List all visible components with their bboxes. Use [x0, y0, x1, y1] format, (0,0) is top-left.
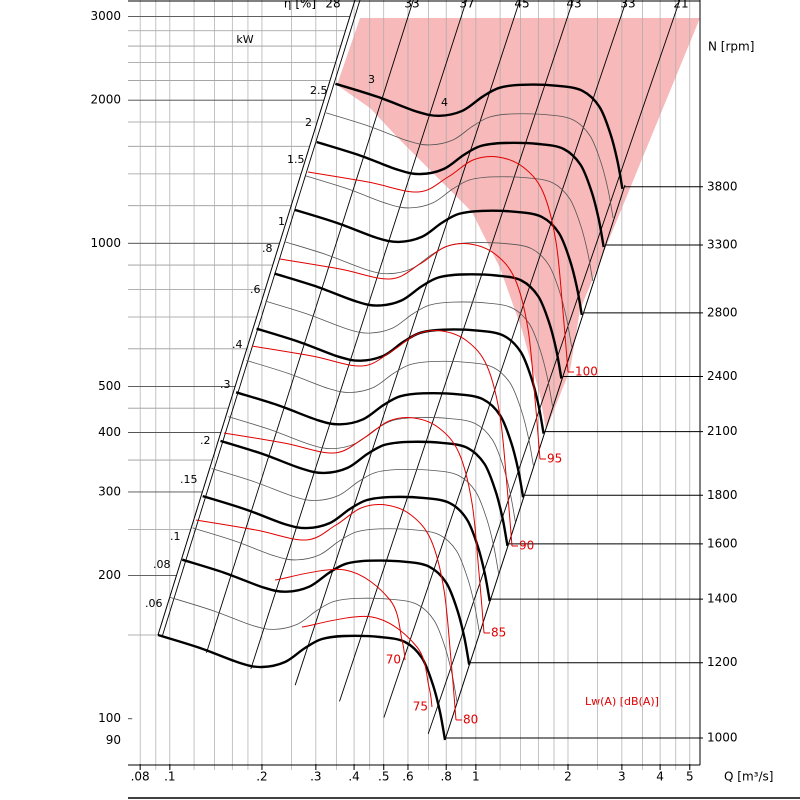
speed-label: 1400: [707, 592, 738, 606]
noise-curve: [251, 329, 513, 547]
power-unit: kW: [236, 33, 253, 46]
x-tick-label: 5: [686, 770, 694, 784]
speed-label: N [rpm]: [708, 40, 754, 54]
thin-curve: [246, 360, 534, 466]
x-tick-label: 1: [472, 770, 480, 784]
power-label: .8: [262, 242, 273, 255]
pressure-curve: [157, 633, 447, 741]
noise-value: 90: [519, 538, 534, 552]
y-tick-label: 200: [98, 568, 121, 582]
power-label: .06: [145, 597, 163, 610]
power-label: 2.5: [310, 84, 328, 97]
pressure-curve: [181, 558, 471, 665]
efficiency-line: [161, 0, 361, 637]
noise-value: 70: [386, 653, 401, 667]
noise-curve: [195, 503, 457, 721]
power-label: 2: [305, 116, 312, 129]
power-label: .15: [180, 473, 198, 486]
speed-label: 2100: [707, 424, 738, 438]
y-tick-label: 1000: [90, 236, 121, 250]
x-tick-label: .1: [164, 770, 175, 784]
power-label: .4: [232, 338, 243, 351]
x-tick-label: .3: [310, 770, 321, 784]
noise-curve: [307, 155, 569, 373]
noise-curve: [279, 242, 541, 460]
power-label: 3: [368, 73, 375, 86]
pressure-curve: [235, 391, 525, 498]
y-tick-label: 3000: [90, 9, 121, 23]
efficiency-line: [383, 0, 627, 718]
efficiency-label: 43: [566, 0, 581, 11]
noise-value: 100: [575, 365, 598, 379]
eta-label: η [%]: [284, 0, 316, 11]
boundary: [444, 184, 626, 741]
pressure-curve: [294, 208, 583, 316]
noise-curve: [301, 615, 433, 708]
x-label: Q [m³/s]: [724, 770, 773, 784]
speed-label: 2400: [707, 369, 738, 383]
y-tick-label: 2000: [90, 93, 121, 107]
efficiency-label: 21: [673, 0, 688, 11]
efficiency-label: 28: [325, 0, 340, 11]
power-label: .08: [153, 558, 171, 571]
efficiency-line: [339, 0, 574, 702]
thin-curve: [169, 597, 458, 703]
x-tick-label: 3: [618, 770, 626, 784]
efficiency-line: [250, 0, 468, 670]
noise-curve: [274, 568, 406, 661]
noise-curve: [223, 416, 485, 634]
speed-label: 3800: [707, 179, 738, 193]
speed-label: 1200: [707, 655, 738, 669]
x-tick-label: .5: [378, 770, 389, 784]
x-tick-label: .08: [131, 770, 150, 784]
power-label: .3: [220, 378, 231, 391]
speed-label: 1000: [707, 731, 738, 745]
thin-curve: [305, 175, 594, 281]
efficiency-label: 37: [459, 0, 474, 11]
pressure-curve: [274, 272, 563, 379]
power-label: .6: [250, 283, 261, 296]
y-tick-label: 100: [98, 711, 121, 725]
thin-curve: [228, 416, 516, 522]
thin-curve: [265, 300, 553, 407]
efficiency-line: [206, 0, 414, 653]
power-label: 4: [441, 96, 448, 109]
efficiency-label: 45: [514, 0, 529, 11]
thin-curve: [192, 527, 480, 633]
x-tick-label: .2: [256, 770, 267, 784]
x-tick-label: 4: [656, 770, 664, 784]
x-tick-label: .4: [348, 770, 359, 784]
pressure-curve: [335, 82, 624, 190]
pressure-curve: [220, 439, 509, 547]
operating-region: [337, 18, 700, 430]
power-label: .1: [170, 530, 181, 543]
thin-curve: [325, 112, 614, 218]
speed-label: 2800: [707, 305, 738, 319]
speed-label: 1800: [707, 488, 738, 502]
speed-label: 1600: [707, 536, 738, 550]
noise-value: 85: [491, 625, 506, 639]
speed-label: 3300: [707, 238, 738, 252]
thin-curve: [211, 468, 499, 574]
y-tick-label: 90: [106, 733, 121, 747]
noise-value: 75: [413, 700, 428, 714]
power-label: 1: [278, 215, 285, 228]
x-tick-label: 2: [564, 770, 572, 784]
efficiency-label: 33: [404, 0, 419, 11]
noise-value: 80: [463, 712, 478, 726]
y-tick-label: 300: [98, 484, 121, 498]
x-tick-label: .8: [440, 770, 451, 784]
x-tick-label: .6: [402, 770, 413, 784]
power-label: .2: [200, 434, 211, 447]
noise-value: 95: [547, 451, 562, 465]
efficiency-label: 33: [620, 0, 635, 11]
efficiency-line: [427, 0, 681, 734]
pressure-curve: [316, 140, 605, 248]
power-label: 1.5: [287, 153, 305, 166]
y-tick-label: 500: [98, 379, 121, 393]
y-tick-label: 400: [98, 425, 121, 439]
boundary: [157, 0, 356, 636]
